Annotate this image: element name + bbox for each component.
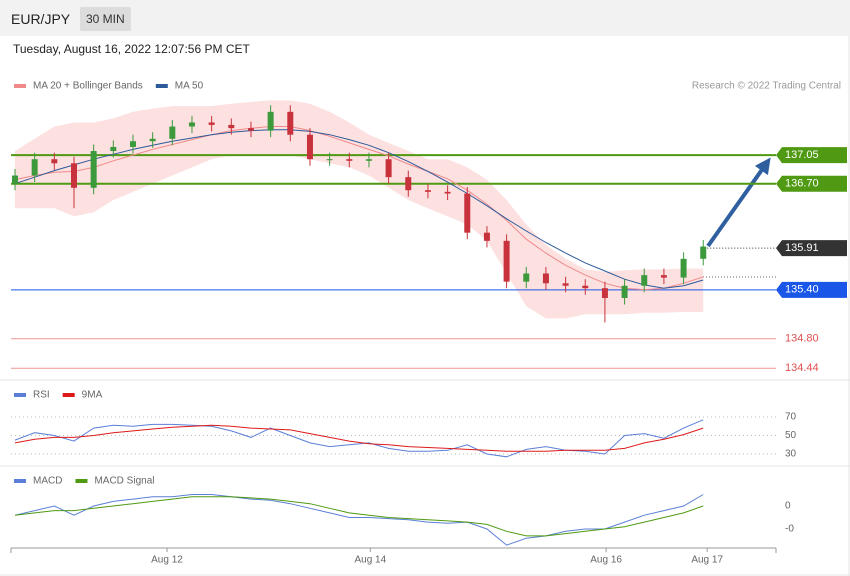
candle-body (424, 190, 431, 192)
candle-body (247, 128, 254, 131)
candle-body (326, 159, 333, 161)
y-tick-label: -0 (785, 524, 794, 535)
moving-average (14, 126, 704, 291)
candle-body (601, 288, 608, 298)
candle-body (621, 285, 628, 298)
legend-label: MACD Signal (94, 476, 154, 487)
candle-body (208, 122, 215, 125)
candle-body (31, 159, 38, 176)
candle-body (483, 232, 490, 241)
timestamp: Tuesday, August 16, 2022 12:07:56 PM CET (13, 42, 250, 56)
x-tick-label: Aug 14 (354, 555, 386, 566)
level-label: 135.40 (785, 284, 819, 296)
candle-body (188, 122, 195, 127)
x-tick-label: Aug 16 (590, 555, 622, 566)
last-price-label: 135.91 (785, 242, 819, 254)
candle-body (582, 285, 589, 289)
legend-label: MA 50 (175, 81, 204, 92)
x-tick-label: Aug 12 (151, 555, 183, 566)
indicator-line (14, 494, 704, 546)
legend-label: MA 20 + Bollinger Bands (33, 81, 143, 92)
legend-swatch (14, 84, 26, 88)
candle-body (385, 159, 392, 178)
credit: Research © 2022 Trading Central (692, 81, 841, 92)
moving-average (14, 129, 704, 289)
interval-button[interactable]: 30 MIN (80, 7, 131, 31)
legend-swatch (14, 393, 26, 397)
y-tick-label: 70 (785, 412, 797, 423)
legend-swatch (155, 84, 168, 88)
legend-swatch (75, 479, 88, 483)
level-label: 134.44 (785, 362, 819, 374)
candle-body (70, 163, 77, 188)
y-tick-label: 0 (785, 501, 791, 512)
x-tick-label: Aug 17 (691, 555, 723, 566)
candle-body (562, 283, 569, 286)
forecast-arrow (706, 157, 771, 248)
legend-swatch (14, 479, 26, 483)
candle-body (346, 159, 353, 161)
candle-body (149, 138, 156, 142)
y-tick-label: 50 (785, 430, 797, 441)
candle-body (110, 146, 117, 152)
candle-body (641, 275, 648, 286)
legend-label: 9MA (82, 390, 103, 401)
legend-label: RSI (33, 390, 50, 401)
candle-body (169, 126, 176, 139)
level-tag (776, 147, 847, 164)
indicator-line (14, 496, 704, 537)
legend-label: MACD (33, 476, 62, 487)
indicator-line (14, 419, 704, 458)
candle-body (700, 246, 707, 259)
level-label: 134.80 (785, 333, 819, 345)
level-tag (776, 175, 847, 192)
candle-body (90, 151, 97, 188)
legend-swatch (62, 393, 75, 397)
level-tag (776, 281, 847, 298)
candle-body (306, 134, 313, 160)
candle-body (287, 111, 294, 135)
candle-body (464, 193, 471, 233)
last-price-tag (776, 240, 847, 257)
candle-body (51, 159, 58, 164)
candle-body (680, 258, 687, 278)
candle-body (129, 141, 136, 147)
y-tick-label: 30 (785, 449, 797, 460)
level-label: 136.70 (785, 178, 819, 190)
candle-body (542, 273, 549, 284)
candle-body (503, 240, 510, 282)
bollinger-band (15, 100, 704, 319)
level-label: 137.05 (785, 149, 819, 161)
candle-body (405, 177, 412, 191)
indicator-line (14, 424, 704, 452)
candle-body (660, 275, 667, 278)
candle-body (365, 159, 372, 161)
candle-body (444, 191, 451, 194)
symbol: EUR/JPY (11, 11, 71, 27)
candle-body (523, 273, 530, 282)
candle-body (12, 175, 18, 184)
toolbar: EUR/JPY 30 MIN (0, 0, 850, 36)
candle-body (228, 124, 235, 129)
candle-body (267, 111, 274, 131)
